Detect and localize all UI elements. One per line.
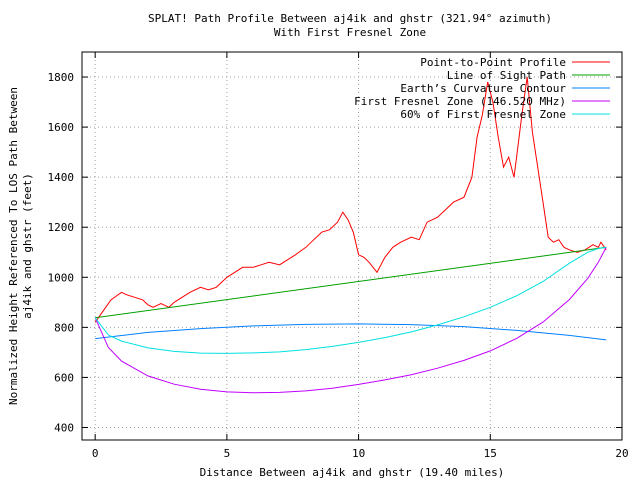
series-point-to-point-profile [94,76,607,323]
y-tick-label: 800 [54,321,74,334]
x-tick-label: 15 [484,447,497,460]
y-tick-label: 1400 [48,171,75,184]
legend-label: Line of Sight Path [447,69,566,82]
x-axis-label: Distance Between aj4ik and ghstr (19.40 … [200,466,505,479]
y-tick-label: 600 [54,371,74,384]
legend-label: 60% of First Fresnel Zone [400,108,566,121]
series-earth-s-curvature-contour [95,323,607,341]
chart-title-line-2: With First Fresnel Zone [274,26,426,39]
x-tick-label: 20 [615,447,628,460]
y-axis-label-line-1: Normalized Height Referenced To LOS Path… [7,87,20,405]
series-first-fresnel-zone-146-520-mhz [94,247,607,394]
axis-ticks: 400 600 800 1000 1200 1400 1600 1800 0 5 10 15 20 [48,52,629,460]
legend-label: Point-to-Point Profile [420,56,566,69]
series-layer [94,76,607,394]
legend-label: First Fresnel Zone (146.520 MHz) [354,95,566,108]
x-tick-label: 0 [92,447,99,460]
x-tick-label: 5 [224,447,231,460]
y-tick-label: 1200 [48,221,75,234]
y-tick-label: 1000 [48,271,75,284]
chart-title-line-1: SPLAT! Path Profile Between aj4ik and gh… [148,12,552,25]
legend-label: Earth’s Curvature Contour [400,82,566,95]
y-axis-label-line-2: aj4ik and ghstr (feet) [21,173,34,319]
y-tick-label: 400 [54,421,74,434]
x-tick-label: 10 [352,447,365,460]
series-line-of-sight-path [95,246,607,319]
y-tick-label: 1600 [48,121,75,134]
y-tick-label: 1800 [48,71,75,84]
plot-frame [81,51,623,441]
series-60-of-first-fresnel-zone [94,246,607,354]
